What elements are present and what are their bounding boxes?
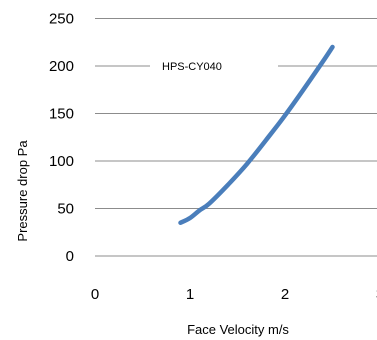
y-tick-label-50: 50 <box>57 201 74 218</box>
series-label-0: HPS-CY040 <box>162 61 222 73</box>
labels-layer: HPS-CY040 <box>150 57 278 75</box>
series-layer <box>178 44 335 226</box>
tick-labels: 0 50 100 150 200 250 0 1 2 3 <box>49 11 377 304</box>
x-tick-label-1: 1 <box>186 286 194 303</box>
x-tick-label-2: 2 <box>281 286 289 303</box>
y-tick-label-100: 100 <box>49 153 74 170</box>
gridlines <box>95 18 377 257</box>
y-tick-label-200: 200 <box>49 58 74 75</box>
x-axis-title: Face Velocity m/s <box>187 322 289 337</box>
y-axis-title: Pressure drop Pa <box>15 140 30 242</box>
series-label-background <box>150 57 278 75</box>
y-tick-label-150: 150 <box>49 106 74 123</box>
x-tick-label-0: 0 <box>91 286 99 303</box>
x-tick-label-3: 3 <box>376 286 377 303</box>
y-tick-label-250: 250 <box>49 11 74 28</box>
series-line-0 <box>178 44 335 226</box>
y-tick-label-0: 0 <box>66 248 74 265</box>
